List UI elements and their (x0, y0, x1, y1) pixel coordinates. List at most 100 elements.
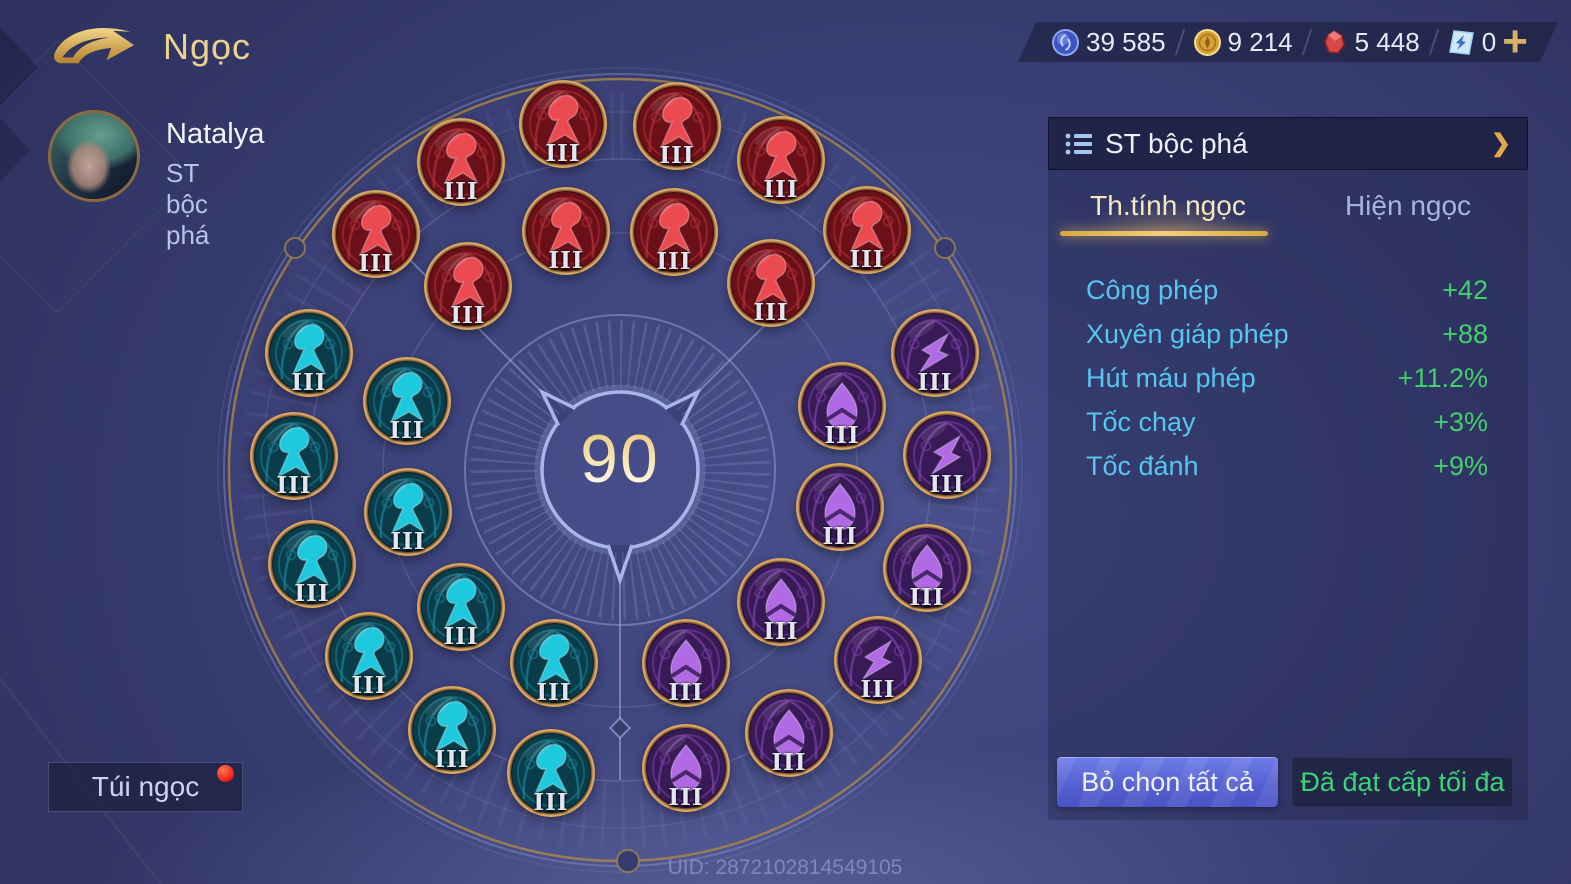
gem-level-label: III (824, 422, 860, 449)
rune-gem-red-claw[interactable]: III (725, 237, 817, 329)
rune-gem-red-claw[interactable]: III (517, 78, 609, 170)
total-rune-level: 90 (540, 420, 700, 504)
stat-label: Tốc chạy (1086, 406, 1196, 437)
rune-bag-label: Túi ngọc (91, 771, 200, 802)
gem-graphic (424, 242, 512, 330)
currency-red-gems[interactable]: 5 448 (1321, 27, 1420, 58)
currency-gold-coins[interactable]: 9 214 (1194, 27, 1293, 58)
gem-graphic (798, 362, 886, 450)
add-currency-button[interactable]: + (1502, 17, 1528, 66)
tab-current-runes[interactable]: Hiện ngọc (1344, 190, 1472, 221)
rune-gem-red-claw[interactable]: III (422, 240, 514, 332)
gem-level-label: III (822, 523, 858, 550)
rune-gem-teal-claw[interactable]: III (323, 610, 415, 702)
rune-gem-purple-drop[interactable]: III (640, 722, 732, 814)
gem-level-label: III (860, 676, 896, 703)
gem-graphic (332, 190, 420, 278)
gem-graphic (507, 729, 595, 817)
rune-panel-background (1048, 170, 1528, 820)
rune-gem-teal-claw[interactable]: III (406, 684, 498, 776)
rune-gem-red-claw[interactable]: III (330, 188, 422, 280)
gem-level-label: III (443, 178, 479, 205)
tab-rune-attributes[interactable]: Th.tính ngọc (1048, 180, 1288, 232)
page-title: Ngọc (163, 26, 252, 67)
chevron-right-icon: ❯ (1490, 130, 1511, 157)
rune-gem-teal-claw[interactable]: III (266, 518, 358, 610)
gem-level-label: III (548, 247, 584, 274)
rune-gem-purple-drop[interactable]: III (881, 522, 973, 614)
gem-level-label: III (753, 299, 789, 326)
rune-gem-purple-bolt[interactable]: III (901, 409, 993, 501)
gem-graphic (519, 80, 607, 168)
rune-gem-teal-claw[interactable]: III (362, 466, 454, 558)
stat-row: Tốc chạy +3% (1086, 400, 1488, 444)
currency-arcana-tickets[interactable]: 0 (1448, 27, 1496, 58)
rune-gem-red-claw[interactable]: III (415, 116, 507, 208)
rune-gem-purple-drop[interactable]: III (743, 687, 835, 779)
gem-graphic (510, 619, 598, 707)
rune-stats-list: Công phép +42 Xuyên giáp phép +88 Hút má… (1086, 268, 1488, 488)
stat-value: +3% (1433, 406, 1488, 437)
avatar (48, 110, 140, 202)
rune-gem-red-claw[interactable]: III (821, 184, 913, 276)
gem-level-label: III (389, 417, 425, 444)
gem-level-label: III (276, 472, 312, 499)
rune-bag-button[interactable]: Túi ngọc (48, 762, 243, 812)
back-button[interactable] (52, 22, 136, 72)
gem-level-label: III (533, 789, 569, 816)
blue-coin-amount: 39 585 (1086, 26, 1166, 57)
rune-gem-teal-claw[interactable]: III (505, 727, 597, 819)
gem-graphic (834, 616, 922, 704)
gem-graphic (796, 463, 884, 551)
gem-level-label: III (917, 369, 953, 396)
gem-graphic (363, 357, 451, 445)
rune-gem-purple-drop[interactable]: III (640, 617, 732, 709)
blue-coin-icon (1052, 29, 1079, 56)
gem-graphic (364, 468, 452, 556)
rune-gem-teal-claw[interactable]: III (263, 307, 355, 399)
gem-level-label: III (909, 584, 945, 611)
rune-gem-teal-claw[interactable]: III (248, 410, 340, 502)
max-level-button[interactable]: Đã đạt cấp tối đa (1292, 757, 1513, 807)
rune-page-selector[interactable]: ST bộc phá ❯ (1048, 117, 1528, 170)
gem-graphic (642, 619, 730, 707)
gem-graphic (633, 82, 721, 170)
rune-gem-teal-claw[interactable]: III (508, 617, 600, 709)
rune-gem-purple-bolt[interactable]: III (889, 307, 981, 399)
active-tab-underline (1060, 231, 1268, 236)
gem-level-label: III (443, 623, 479, 650)
arcana-ticket-amount: 0 (1481, 26, 1497, 57)
rune-gem-purple-bolt[interactable]: III (832, 614, 924, 706)
stat-value: +11.2% (1397, 362, 1488, 393)
rune-gem-red-claw[interactable]: III (520, 185, 612, 277)
rune-gem-red-claw[interactable]: III (628, 186, 720, 278)
rune-gem-teal-claw[interactable]: III (415, 561, 507, 653)
rune-gem-red-claw[interactable]: III (631, 80, 723, 172)
gem-graphic (417, 118, 505, 206)
gem-level-label: III (659, 142, 695, 169)
gem-level-label: III (390, 528, 426, 555)
rune-gem-red-claw[interactable]: III (735, 114, 827, 206)
stat-value: +9% (1433, 450, 1488, 481)
stat-value: +42 (1442, 274, 1488, 305)
rune-gem-purple-drop[interactable]: III (794, 461, 886, 553)
arcana-ticket-icon (1448, 29, 1475, 56)
gem-graphic (250, 412, 338, 500)
rune-gem-teal-claw[interactable]: III (361, 355, 453, 447)
rune-gem-purple-drop[interactable]: III (735, 556, 827, 648)
uid-text: UID: 2872102814549105 (667, 856, 903, 879)
rune-gem-purple-drop[interactable]: III (796, 360, 888, 452)
gem-level-label: III (668, 784, 704, 811)
deselect-all-button[interactable]: Bỏ chọn tất cả (1057, 757, 1278, 807)
gem-level-label: III (763, 176, 799, 203)
gem-level-label: III (668, 679, 704, 706)
currency-blue-coins[interactable]: 39 585 (1052, 27, 1166, 58)
gem-level-label: III (849, 246, 885, 273)
gem-graphic (745, 689, 833, 777)
background-chevron-decoration (0, 118, 30, 182)
back-arrow-icon (54, 28, 135, 64)
gem-graphic (737, 116, 825, 204)
stat-value: +88 (1442, 318, 1488, 349)
gem-graphic (883, 524, 971, 612)
